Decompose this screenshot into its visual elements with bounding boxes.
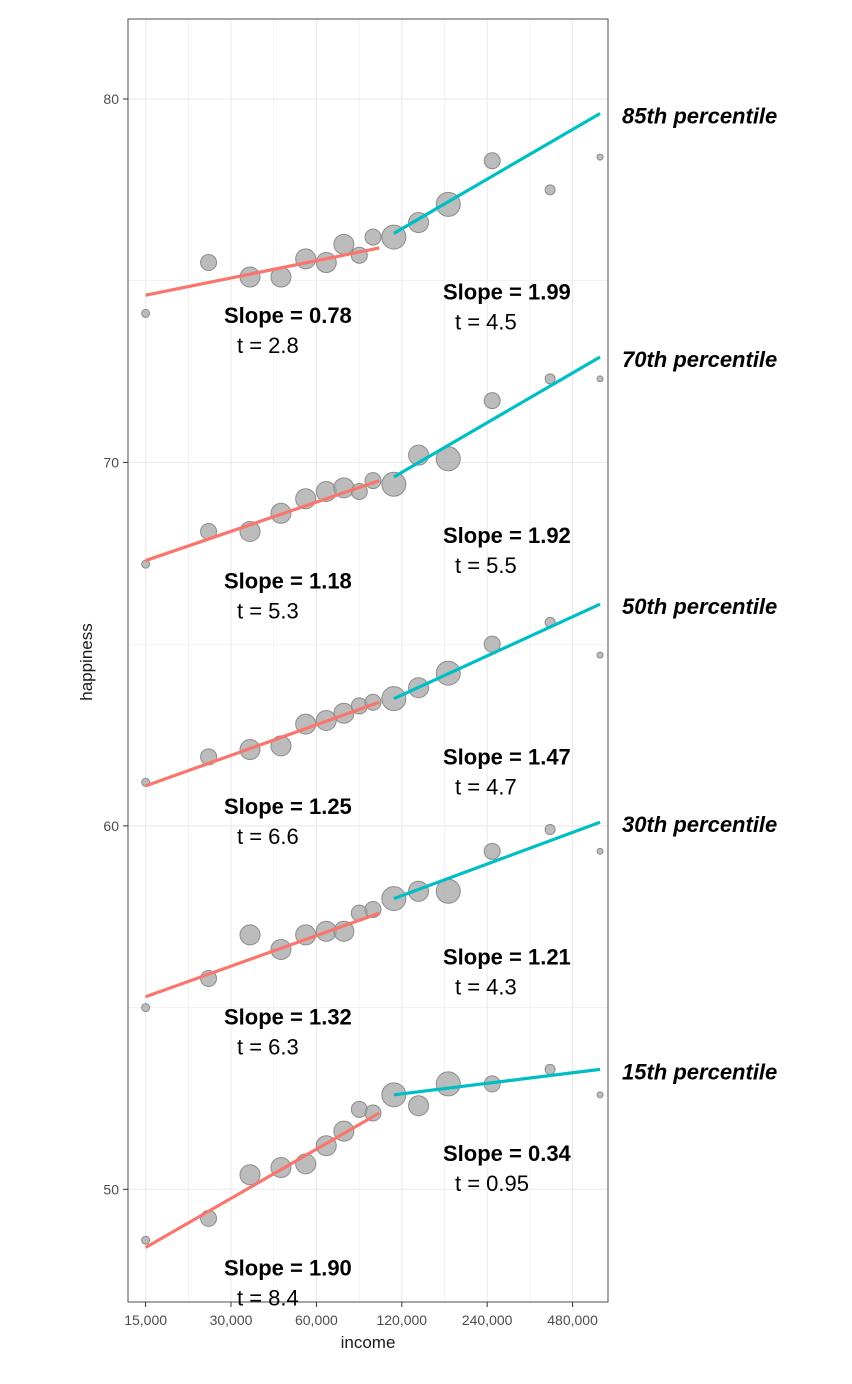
data-point (483, 152, 501, 170)
data-point (408, 1095, 430, 1117)
high-income-fit-line (393, 602, 601, 701)
low-slope-label: Slope = 1.18 (224, 569, 352, 594)
high-slope-label: Slope = 0.34 (443, 1141, 572, 1166)
low-income-fit-line (145, 700, 380, 788)
data-point (333, 233, 355, 255)
x-tick-label: 60,000 (295, 1312, 338, 1328)
y-tick-label: 80 (103, 91, 119, 107)
high-t-label: t = 4.3 (455, 975, 517, 1000)
high-t-label: t = 4.7 (455, 775, 517, 800)
grid-lines (128, 19, 608, 1302)
data-point (381, 471, 407, 497)
percentile-label: 70th percentile (622, 347, 777, 372)
panel-border (127, 18, 609, 1303)
low-slope-label: Slope = 1.25 (224, 794, 352, 819)
y-tick-label: 60 (103, 818, 119, 834)
low-slope-label: Slope = 0.78 (224, 303, 352, 328)
fit-lines (144, 112, 601, 1249)
data-point (141, 308, 151, 318)
data-point (200, 254, 218, 272)
low-slope-label: Slope = 1.90 (224, 1255, 352, 1280)
x-tick-label: 480,000 (547, 1312, 598, 1328)
x-axis-title: income (341, 1333, 396, 1352)
percentile-label: 85th percentile (622, 103, 777, 128)
data-point (483, 392, 501, 410)
high-income-fit-line (393, 355, 601, 479)
low-income-fit-line (145, 911, 380, 999)
data-point (544, 1063, 556, 1075)
data-point (596, 651, 604, 659)
data-point (141, 559, 151, 569)
low-t-label: t = 8.4 (237, 1285, 299, 1310)
data-point (239, 1164, 261, 1186)
high-slope-label: Slope = 1.47 (443, 745, 571, 770)
data-point (364, 228, 382, 246)
axes: 15,000 30,000 60,000 120,000 240,000 480,000 5… (103, 91, 598, 1328)
y-axis-title: happiness (77, 623, 96, 701)
high-slope-label: Slope = 1.21 (443, 945, 571, 970)
percentile-label: 30th percentile (622, 812, 777, 837)
low-income-fit-line (144, 1111, 381, 1249)
low-income-fit-line (145, 479, 380, 563)
data-point (315, 252, 337, 274)
high-t-label: t = 0.95 (455, 1171, 529, 1196)
data-point (596, 153, 604, 161)
low-t-label: t = 6.3 (237, 1035, 299, 1060)
data-point (596, 1091, 604, 1099)
data-point (239, 924, 261, 946)
x-tick-label: 15,000 (124, 1312, 167, 1328)
data-point (596, 375, 604, 383)
low-income-fit-line (145, 246, 380, 297)
data-point (141, 1235, 151, 1245)
y-tick-label: 50 (103, 1181, 119, 1197)
data-point (544, 824, 556, 836)
high-t-label: t = 4.5 (455, 309, 517, 334)
percentile-label: 15th percentile (622, 1059, 777, 1084)
low-t-label: t = 5.3 (237, 599, 299, 624)
high-income-fit-line (393, 112, 601, 235)
data-point (544, 373, 556, 385)
high-income-fit-line (393, 1067, 601, 1097)
data-point (435, 1071, 461, 1097)
x-tick-label: 240,000 (462, 1312, 513, 1328)
high-slope-label: Slope = 1.99 (443, 279, 571, 304)
annotations: 15th percentile Slope = 0.34 t = 0.95 Slope… (224, 103, 777, 1310)
data-point (596, 847, 604, 855)
low-slope-label: Slope = 1.32 (224, 1005, 352, 1030)
data-point (544, 184, 556, 196)
low-t-label: t = 2.8 (237, 333, 299, 358)
data-point (364, 1104, 382, 1122)
high-income-fit-line (393, 820, 601, 901)
high-slope-label: Slope = 1.92 (443, 523, 571, 548)
x-tick-label: 120,000 (376, 1312, 427, 1328)
low-t-label: t = 6.6 (237, 824, 299, 849)
data-point (483, 842, 501, 860)
data-point (141, 1003, 151, 1013)
y-tick-label: 70 (103, 454, 119, 470)
x-tick-label: 30,000 (210, 1312, 253, 1328)
percentile-label: 50th percentile (622, 594, 777, 619)
high-t-label: t = 5.5 (455, 553, 517, 578)
